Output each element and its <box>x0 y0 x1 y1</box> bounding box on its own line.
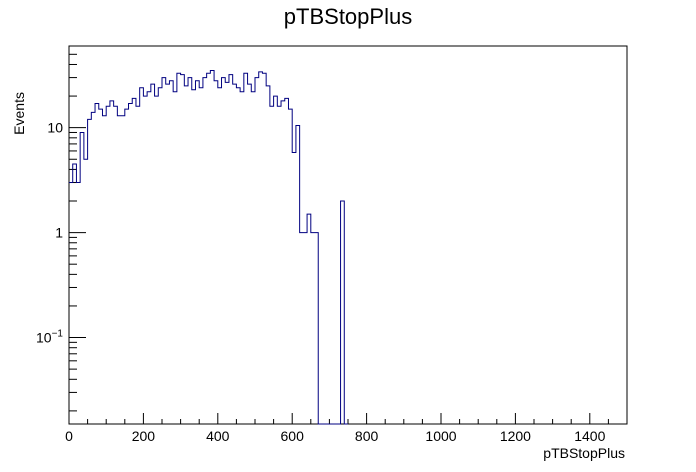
y-tick-label: 10 <box>47 120 63 136</box>
x-tick-label: 800 <box>355 428 379 444</box>
plot-frame <box>68 45 628 425</box>
x-tick-label: 600 <box>281 428 305 444</box>
x-axis-label: pTBStopPlus <box>543 445 625 461</box>
y-axis-ticks: 10−1 1 10 <box>36 45 86 412</box>
y-tick-label: 1 <box>55 225 63 241</box>
x-tick-label: 1400 <box>574 428 605 444</box>
x-tick-label: 1000 <box>425 428 456 444</box>
x-tick-label: 1200 <box>500 428 531 444</box>
y-axis-label: Events <box>11 92 27 135</box>
histogram-series-line <box>69 70 348 425</box>
x-tick-label: 0 <box>65 428 73 444</box>
x-axis-ticks: 0 200 400 600 800 1000 1200 1400 <box>65 413 628 444</box>
x-tick-label: 400 <box>206 428 230 444</box>
x-tick-label: 200 <box>132 428 156 444</box>
y-tick-label: 10−1 <box>36 329 63 346</box>
chart-title: pTBStopPlus <box>284 4 412 29</box>
